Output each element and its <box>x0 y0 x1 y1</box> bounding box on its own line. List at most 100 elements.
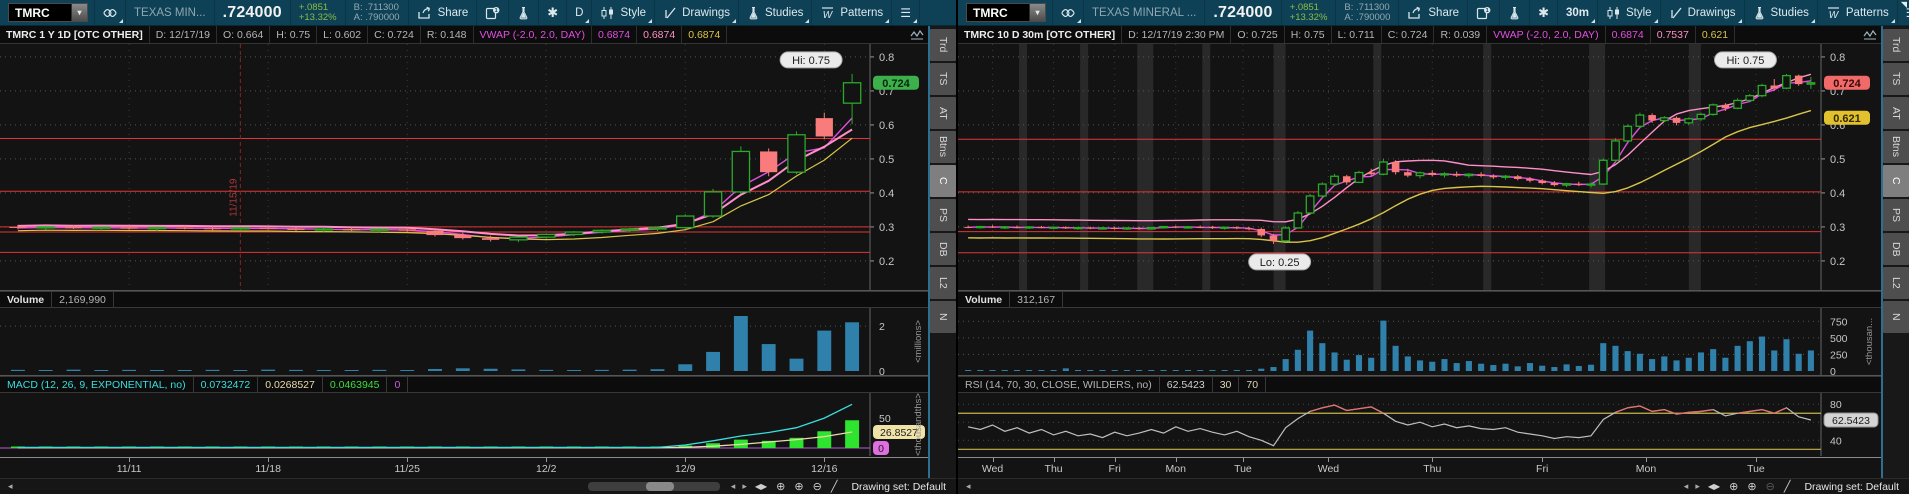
zoom-in-icon[interactable]: ⊕ <box>794 481 804 493</box>
change-value: +.0851 <box>1289 1 1319 13</box>
drawing-tool-icon[interactable]: ╱ <box>830 481 838 493</box>
sidebar-tab-ps[interactable]: PS <box>1883 199 1909 231</box>
symbol-input[interactable]: TMRC ▾ <box>8 3 88 22</box>
symbol-dropdown-button[interactable]: ▾ <box>1029 4 1045 21</box>
time-label: Tue <box>1747 463 1765 475</box>
link-chart-button[interactable] <box>95 0 126 25</box>
time-label: 11/25 <box>394 463 420 475</box>
zoom-in-icon[interactable]: ⊕ <box>1747 481 1757 493</box>
scroll-right-icon[interactable]: ▸ <box>1695 481 1700 491</box>
sidebar-tab-ps[interactable]: PS <box>930 199 956 231</box>
scroll-left-icon[interactable]: ◂ <box>1683 481 1689 491</box>
drawings-button[interactable]: Drawings <box>655 0 739 25</box>
time-label: Tue <box>1234 463 1252 475</box>
zoom-out-icon[interactable]: ⊖ <box>1765 481 1775 493</box>
sidebar-tab-ts[interactable]: TS <box>930 63 956 95</box>
sidebar-tab-l2[interactable]: L2 <box>930 267 956 299</box>
vwap-value: 0.7537 <box>1651 26 1696 43</box>
sidebar-tab-l2[interactable]: L2 <box>1883 267 1909 299</box>
volume-chart[interactable]: 2 0 <millions> <box>0 308 928 375</box>
sidebar-tab-at[interactable]: AT <box>930 97 956 129</box>
chart-title: TMRC 1 Y 1D [OTC OTHER] <box>0 26 150 43</box>
fit-chart-icon[interactable]: ◀▶ <box>1707 482 1721 491</box>
patterns-label: Patterns <box>1845 6 1889 19</box>
bid-value: B: .711300 <box>1344 1 1390 13</box>
share-button[interactable]: Share <box>409 0 478 25</box>
drawing-set-label[interactable]: Drawing set: Default <box>1804 480 1899 493</box>
chart-mode-icon[interactable] <box>1857 26 1881 43</box>
sidebar-tab-n[interactable]: N <box>1883 301 1909 333</box>
menu-button[interactable]: ☰ <box>892 0 920 25</box>
time-scrollbar[interactable] <box>587 482 720 491</box>
sidebar-tab-btns[interactable]: Btns <box>930 131 956 163</box>
scroll-left-icon[interactable]: ◂ <box>730 481 736 491</box>
timeframe-button[interactable]: D <box>567 0 593 25</box>
time-tick <box>1242 458 1244 462</box>
volume-label[interactable]: Volume <box>0 292 53 307</box>
chart-mode-icon[interactable] <box>904 26 928 43</box>
sidebar-tab-c[interactable]: C <box>930 165 956 197</box>
volume-label[interactable]: Volume <box>958 292 1011 307</box>
svg-text:1: 1 <box>495 8 498 14</box>
study-chart[interactable]: 50 26.8527 0 <thousandths> <box>0 393 928 456</box>
sidebar-tab-db[interactable]: DB <box>930 233 956 265</box>
quick-study-button[interactable] <box>509 0 540 25</box>
volume-header: Volume 2,169,990 <box>0 291 928 308</box>
link-chart-button[interactable] <box>1053 0 1084 25</box>
share-button[interactable]: Share <box>1399 0 1469 25</box>
drawing-tool-icon[interactable]: ╱ <box>1783 481 1791 493</box>
vwap-study-label[interactable]: VWAP (-2.0, 2.0, DAY) <box>1487 26 1606 43</box>
time-tick <box>824 458 826 462</box>
svg-text:80: 80 <box>1830 399 1842 411</box>
pan-icon[interactable]: ⊕ <box>1729 481 1739 493</box>
style-button[interactable]: Style <box>592 0 656 25</box>
studies-button[interactable]: Studies <box>1745 0 1818 25</box>
symbol-text: TMRC <box>973 5 1008 20</box>
study-value: 0.0732472 <box>194 377 259 392</box>
vwap-study-label[interactable]: VWAP (-2.0, 2.0, DAY) <box>474 26 592 43</box>
fit-chart-icon[interactable]: ◀▶ <box>754 482 768 491</box>
sidebar-tab-n[interactable]: N <box>930 301 956 333</box>
menu-button[interactable]: ☰ <box>1898 0 1909 25</box>
time-axis[interactable]: 11/11 11/18 11/25 12/2 12/9 12/16 <box>0 457 928 478</box>
scroll-right-icon[interactable]: ▸ <box>742 481 747 491</box>
sidebar-tab-ts[interactable]: TS <box>1883 63 1909 95</box>
studies-button[interactable]: Studies <box>739 0 813 25</box>
zoom-out-icon[interactable]: ⊖ <box>812 481 822 493</box>
time-axis[interactable]: Wed Thu Fri Mon Tue Wed Thu Fri Mon Tue <box>958 457 1881 478</box>
sidebar-tab-db[interactable]: DB <box>1883 233 1909 265</box>
drawings-icon <box>1670 7 1682 19</box>
chart-notes-button[interactable]: 1 <box>1468 0 1501 25</box>
timeframe-button[interactable]: 30m <box>1558 0 1599 25</box>
sidebar-tab-at[interactable]: AT <box>1883 97 1909 129</box>
quick-study-button[interactable] <box>1500 0 1531 25</box>
scroll-left-edge-icon[interactable]: ◂ <box>966 481 971 491</box>
sidebar-tab-trd[interactable]: Trd <box>1883 29 1909 61</box>
sidebar-tab-c[interactable]: C <box>1883 165 1909 197</box>
sidebar-tab-btns[interactable]: Btns <box>1883 131 1909 163</box>
candle-style-icon <box>1607 6 1620 19</box>
symbol-input[interactable]: TMRC ▾ <box>966 3 1046 22</box>
study-label[interactable]: RSI (14, 70, 30, CLOSE, WILDERS, no) <box>958 377 1160 392</box>
ask-value: A: .790000 <box>1344 11 1391 23</box>
volume-chart[interactable]: 750 500 250 0 <thousan... <box>958 308 1879 375</box>
last-price: .724000 <box>1205 0 1282 25</box>
drawing-set-label[interactable]: Drawing set: Default <box>851 480 946 493</box>
patterns-button[interactable]: W Patterns <box>1818 0 1898 25</box>
chart-settings-button[interactable]: ✱ <box>539 0 568 25</box>
style-button[interactable]: Style <box>1598 0 1661 25</box>
chart-settings-button[interactable]: ✱ <box>1530 0 1558 25</box>
pan-icon[interactable]: ⊕ <box>776 481 786 493</box>
scroll-left-edge-icon[interactable]: ◂ <box>8 481 13 491</box>
sidebar-tab-trd[interactable]: Trd <box>930 29 956 61</box>
scrollbar-handle[interactable] <box>645 482 674 491</box>
symbol-dropdown-button[interactable]: ▾ <box>71 4 87 21</box>
patterns-button[interactable]: W Patterns <box>812 0 893 25</box>
study-chart[interactable]: 80 40 62.5423 <box>958 393 1879 456</box>
drawings-button[interactable]: Drawings <box>1661 0 1745 25</box>
chart-notes-button[interactable]: 1 <box>477 0 510 25</box>
corner-resize-icon[interactable]: ◥ <box>1900 0 1907 9</box>
study-label[interactable]: MACD (12, 26, 9, EXPONENTIAL, no) <box>0 377 194 392</box>
